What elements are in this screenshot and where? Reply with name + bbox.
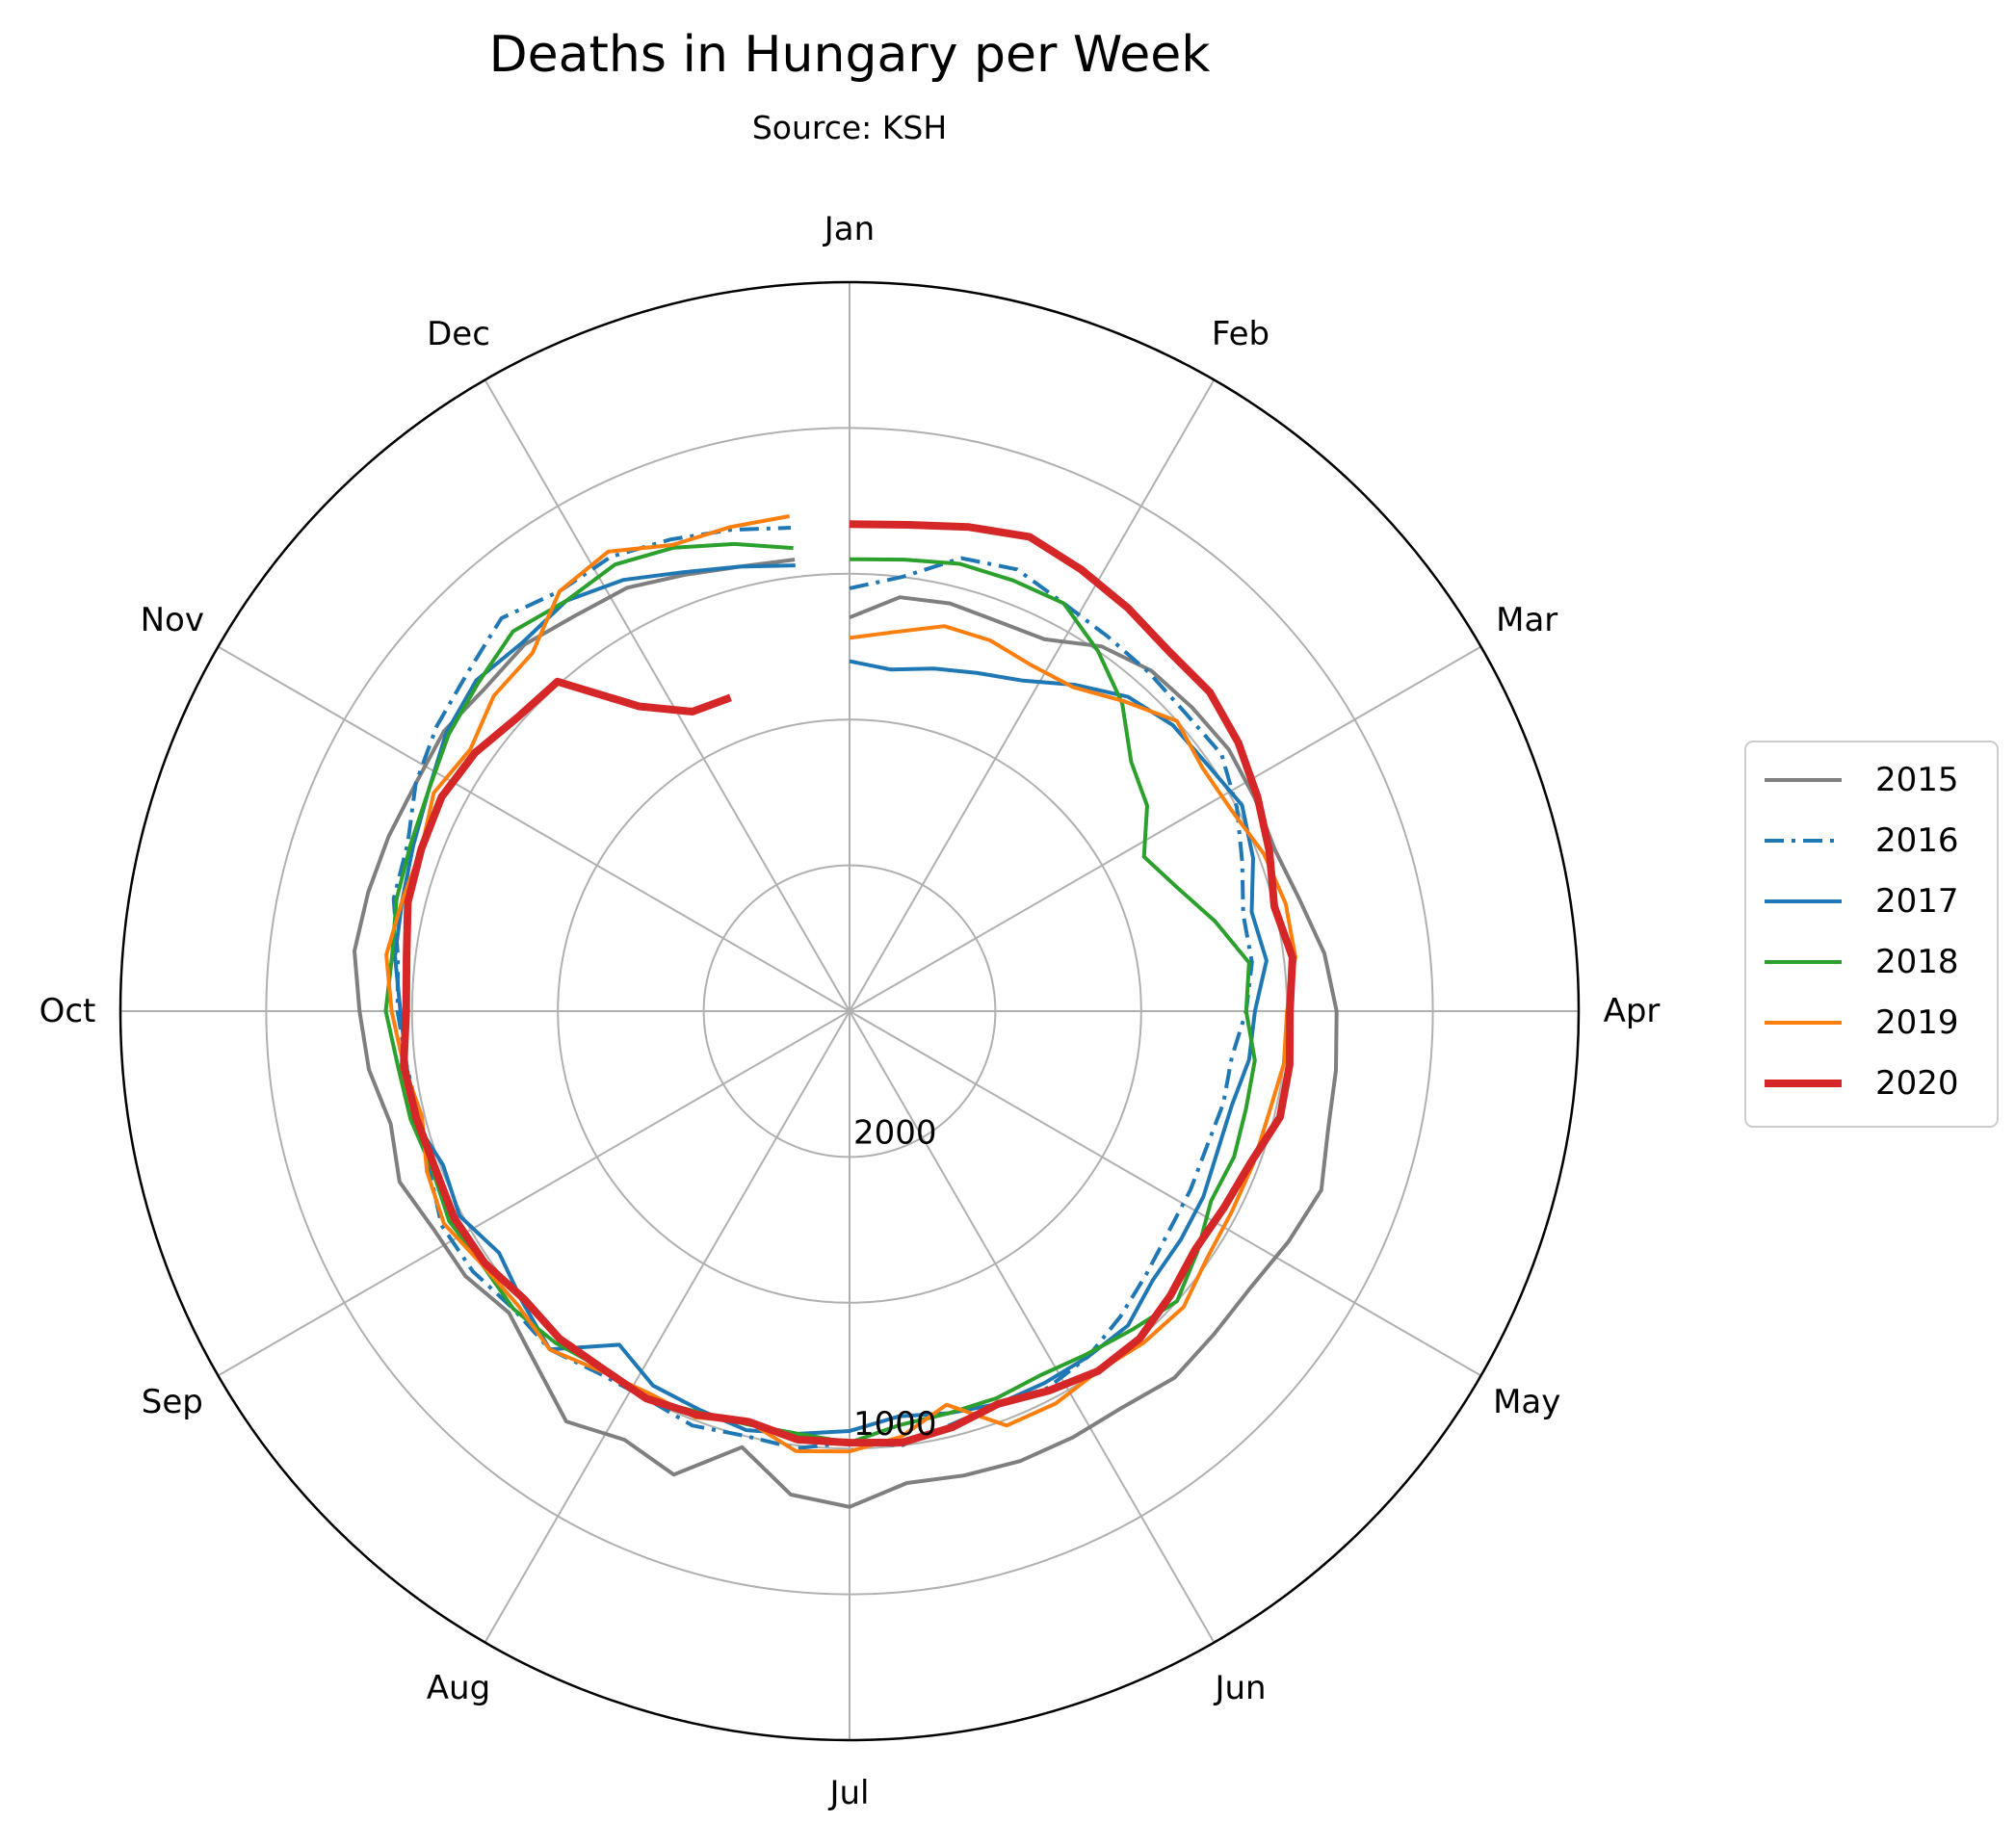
month-label-jun: Jun (1213, 1669, 1266, 1707)
month-label-may: May (1493, 1383, 1560, 1421)
month-label-dec: Dec (427, 315, 490, 353)
legend-label-2018: 2018 (1875, 943, 1959, 981)
series-lines (353, 514, 1339, 1509)
chart-title: Deaths in Hungary per Week (489, 26, 1211, 84)
month-label-jan: Jan (823, 210, 875, 248)
series-line-2018 (383, 541, 1257, 1445)
grid-spoke (849, 378, 1216, 1012)
legend-label-2015: 2015 (1875, 761, 1959, 799)
legend-label-2017: 2017 (1875, 882, 1959, 921)
axis-labels: Jan Feb Mar Apr May Jun Jul Aug Sep Oct Nov Dec 1000… (39, 210, 1661, 1812)
series-line-2015 (353, 558, 1339, 1509)
chart-subtitle: Source: KSH (752, 109, 947, 146)
legend-label-2016: 2016 (1875, 821, 1959, 860)
grid-spoke (849, 1010, 1482, 1377)
legend-frame (1744, 741, 1999, 1128)
month-label-nov: Nov (141, 601, 204, 639)
legend-label-2020: 2020 (1875, 1064, 1959, 1103)
grid-spoke (484, 378, 850, 1012)
grid-spoke (217, 1010, 850, 1377)
month-label-jul: Jul (827, 1774, 869, 1812)
radial-tick-label: 1000 (853, 1405, 937, 1444)
month-label-feb: Feb (1212, 315, 1269, 353)
radial-tick-label: 2000 (853, 1113, 937, 1152)
month-label-aug: Aug (427, 1669, 490, 1707)
series-line-2020 (400, 520, 1296, 1447)
polar-grid (120, 282, 1579, 1740)
grid-spoke (217, 645, 850, 1012)
month-label-apr: Apr (1604, 992, 1661, 1030)
grid-spoke (484, 1010, 850, 1644)
grid-spoke (849, 645, 1482, 1012)
month-label-oct: Oct (39, 992, 96, 1030)
legend-label-2019: 2019 (1875, 1003, 1959, 1042)
grid-spoke (849, 1010, 1216, 1644)
month-label-sep: Sep (142, 1383, 203, 1421)
polar-frame (118, 280, 1581, 1742)
month-label-mar: Mar (1496, 601, 1557, 639)
legend: 2015 2016 2017 2018 2019 2020 (1744, 741, 1999, 1128)
